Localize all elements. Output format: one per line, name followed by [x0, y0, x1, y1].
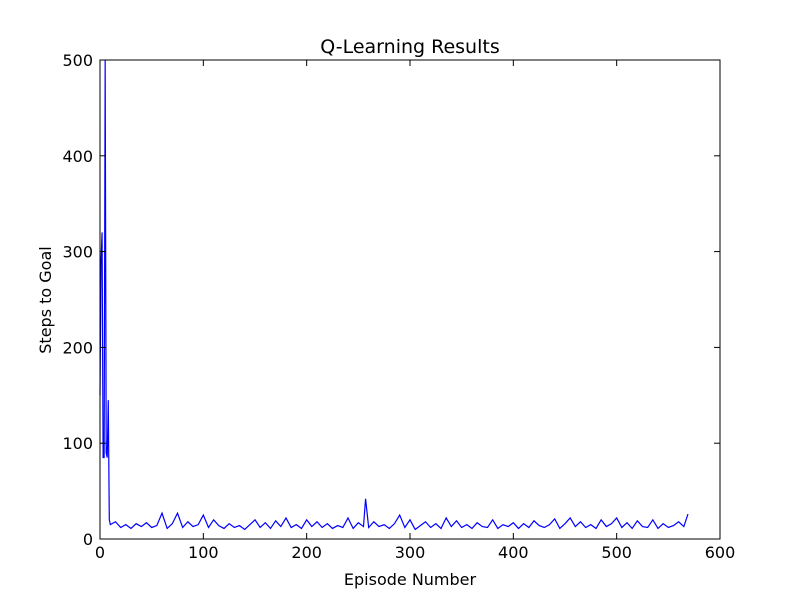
x-tick-label: 600 [705, 543, 736, 562]
y-tick-label: 400 [62, 147, 93, 166]
chart-title: Q-Learning Results [320, 36, 499, 58]
y-tick-label: 100 [62, 434, 93, 453]
x-tick-label: 200 [291, 543, 322, 562]
y-tick-label: 500 [62, 51, 93, 70]
x-tick-label: 300 [395, 543, 426, 562]
x-tick-label: 500 [601, 543, 632, 562]
x-tick-label: 0 [95, 543, 105, 562]
y-tick-label: 300 [62, 243, 93, 262]
x-tick-label: 100 [188, 543, 219, 562]
y-tick-label: 200 [62, 338, 93, 357]
x-tick-label: 400 [498, 543, 529, 562]
y-tick-label: 0 [83, 530, 93, 549]
x-axis-label: Episode Number [344, 570, 477, 589]
y-axis-label: Steps to Goal [36, 246, 55, 353]
